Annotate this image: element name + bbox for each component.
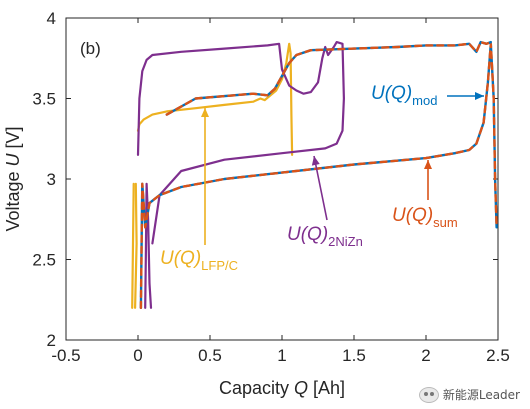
nizn-annotation-arrow-line — [313, 155, 328, 221]
x-axis-ticks: -0.5 0 0.5 1 1.5 2 2.5 — [51, 18, 510, 365]
x-axis-title-var: Q — [294, 378, 308, 398]
y-axis-title-unit: [V] — [3, 126, 23, 153]
y-tick-label: 4 — [47, 9, 56, 28]
sum-series-upper-line — [165, 40, 492, 116]
y-tick-label: 3.5 — [32, 90, 56, 109]
lfp-c-annotation-label: U(Q)LFP/C — [160, 248, 238, 273]
x-tick-label: 0.5 — [198, 346, 222, 365]
x-tick-label: 1 — [277, 346, 286, 365]
lfp-c-series-charge-line — [131, 182, 135, 309]
x-tick-label: 0 — [133, 346, 142, 365]
sum-annotation-label: U(Q)sum — [392, 205, 458, 230]
sum-series-line — [139, 42, 498, 309]
y-tick-label: 3 — [47, 170, 56, 189]
x-tick-label: -0.5 — [51, 346, 80, 365]
data-curves — [131, 40, 498, 309]
y-axis-title-part1: Voltage — [3, 166, 23, 231]
mod-annotation-arrow-head — [475, 92, 484, 100]
wechat-logo-icon — [418, 386, 439, 403]
nizn-annotation-arrow-head — [311, 156, 320, 166]
lfp-c-series-plateau-line — [136, 42, 294, 156]
y-axis-title: Voltage U [V] — [3, 126, 23, 231]
mod-annotation-label: U(Q)mod — [371, 83, 437, 108]
x-tick-label: 2.5 — [486, 346, 510, 365]
y-axis-title-var: U — [3, 152, 23, 166]
x-axis-title-unit: [Ah] — [308, 378, 345, 398]
panel-label: (b) — [80, 39, 101, 58]
y-tick-label: 2.5 — [32, 251, 56, 270]
watermark-text: 新能源Leader — [442, 388, 520, 402]
nizn-series-upper-line — [136, 41, 345, 245]
watermark: 新能源Leader — [418, 386, 520, 403]
mod-annotation: U(Q)mod — [371, 83, 484, 108]
nizn-annotation: U(Q)2NiZn — [287, 155, 363, 249]
x-axis-title: Capacity Q [Ah] — [219, 378, 345, 398]
sum-annotation: U(Q)sum — [392, 160, 458, 230]
svg-text:Voltage U [V]: Voltage U [V] — [3, 126, 23, 231]
annotations: U(Q)LFP/C U(Q)2NiZn U(Q)sum U(Q)mod — [160, 83, 484, 273]
y-tick-label: 2 — [47, 331, 56, 350]
lfp-c-series-discharge-line — [134, 182, 138, 309]
x-tick-label: 1.5 — [342, 346, 366, 365]
x-tick-label: 2 — [421, 346, 430, 365]
y-axis-ticks: 2 2.5 3 3.5 4 — [32, 9, 498, 350]
sum-annotation-arrow-head — [424, 160, 432, 169]
svg-text:Capacity Q [Ah]: Capacity Q [Ah] — [219, 378, 345, 398]
lfp-c-annotation: U(Q)LFP/C — [160, 108, 238, 273]
nizn-annotation-label: U(Q)2NiZn — [287, 224, 363, 249]
nizn-series-line — [144, 182, 153, 309]
lfp-c-annotation-arrow-head — [201, 108, 209, 117]
x-axis-title-part1: Capacity — [219, 378, 294, 398]
